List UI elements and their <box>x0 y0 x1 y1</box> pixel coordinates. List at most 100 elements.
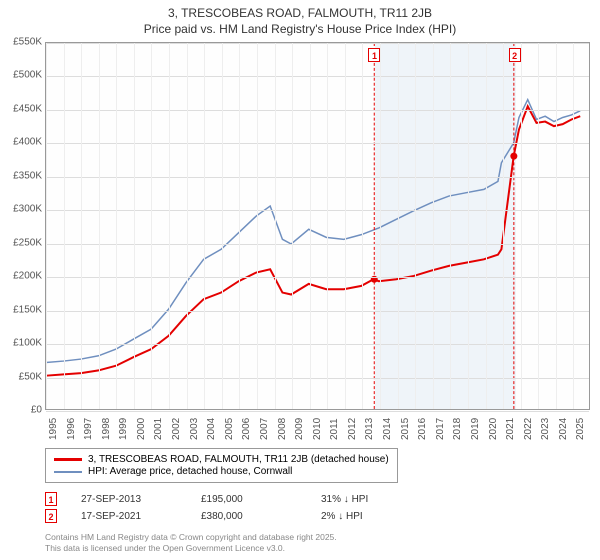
legend-swatch <box>54 471 82 473</box>
chart-container: 3, TRESCOBEAS ROAD, FALMOUTH, TR11 2JB P… <box>0 0 600 560</box>
gridline-v <box>415 43 416 409</box>
x-axis-label: 2009 <box>294 418 305 440</box>
gridline-v <box>81 43 82 409</box>
gridline-h <box>46 344 589 345</box>
sale-marker-badge: 2 <box>509 48 521 62</box>
gridline-v <box>239 43 240 409</box>
legend-label: 3, TRESCOBEAS ROAD, FALMOUTH, TR11 2JB (… <box>88 454 389 465</box>
gridline-v <box>468 43 469 409</box>
gridline-v <box>398 43 399 409</box>
gridline-v <box>433 43 434 409</box>
sales-price: £195,000 <box>201 494 321 505</box>
gridline-v <box>169 43 170 409</box>
footer: Contains HM Land Registry data © Crown c… <box>45 532 337 554</box>
x-axis-label: 2024 <box>558 418 569 440</box>
gridline-h <box>46 378 589 379</box>
gridline-v <box>116 43 117 409</box>
sales-row: 2 17-SEP-2021£380,0002% ↓ HPI <box>45 509 441 523</box>
y-axis-label: £350K <box>2 170 42 181</box>
gridline-v <box>573 43 574 409</box>
gridline-h <box>46 177 589 178</box>
y-axis-label: £500K <box>2 70 42 81</box>
x-axis-label: 2019 <box>470 418 481 440</box>
gridline-v <box>503 43 504 409</box>
sales-price: £380,000 <box>201 511 321 522</box>
y-axis-label: £0 <box>2 405 42 416</box>
plot-area <box>45 42 590 410</box>
gridline-v <box>486 43 487 409</box>
gridline-v <box>310 43 311 409</box>
series-hpi <box>46 100 580 363</box>
x-axis-label: 2012 <box>347 418 358 440</box>
x-axis-label: 2003 <box>189 418 200 440</box>
gridline-v <box>99 43 100 409</box>
x-axis-label: 2022 <box>523 418 534 440</box>
x-axis-label: 2006 <box>241 418 252 440</box>
x-axis-label: 2011 <box>329 418 340 440</box>
series-price_paid <box>46 106 580 375</box>
gridline-v <box>204 43 205 409</box>
gridline-v <box>292 43 293 409</box>
x-axis-label: 1996 <box>66 418 77 440</box>
gridline-h <box>46 143 589 144</box>
gridline-h <box>46 311 589 312</box>
x-axis-label: 2017 <box>435 418 446 440</box>
x-axis-label: 2020 <box>488 418 499 440</box>
x-axis-label: 2016 <box>417 418 428 440</box>
gridline-v <box>380 43 381 409</box>
gridline-v <box>450 43 451 409</box>
x-axis-label: 2001 <box>153 418 164 440</box>
gridline-v <box>64 43 65 409</box>
legend-label: HPI: Average price, detached house, Corn… <box>88 466 292 477</box>
gridline-v <box>257 43 258 409</box>
legend-item: HPI: Average price, detached house, Corn… <box>54 466 389 477</box>
gridline-v <box>327 43 328 409</box>
gridline-v <box>556 43 557 409</box>
gridline-v <box>345 43 346 409</box>
y-axis-label: £100K <box>2 338 42 349</box>
gridline-h <box>46 43 589 44</box>
gridline-v <box>222 43 223 409</box>
gridline-h <box>46 244 589 245</box>
footer-line-1: Contains HM Land Registry data © Crown c… <box>45 532 337 543</box>
legend: 3, TRESCOBEAS ROAD, FALMOUTH, TR11 2JB (… <box>45 448 398 483</box>
y-axis-label: £550K <box>2 37 42 48</box>
y-axis-label: £300K <box>2 204 42 215</box>
y-axis-label: £150K <box>2 304 42 315</box>
x-axis-label: 2014 <box>382 418 393 440</box>
x-axis-label: 2002 <box>171 418 182 440</box>
sales-row-marker: 2 <box>45 509 57 523</box>
y-axis-label: £50K <box>2 371 42 382</box>
x-axis-label: 2010 <box>312 418 323 440</box>
gridline-h <box>46 210 589 211</box>
sale-marker-badge: 1 <box>368 48 380 62</box>
legend-swatch <box>54 458 82 461</box>
title-line-2: Price paid vs. HM Land Registry's House … <box>0 22 600 36</box>
x-axis-label: 2005 <box>224 418 235 440</box>
x-axis-label: 2018 <box>452 418 463 440</box>
gridline-h <box>46 76 589 77</box>
x-axis-label: 1999 <box>118 418 129 440</box>
y-axis-label: £400K <box>2 137 42 148</box>
gridline-h <box>46 110 589 111</box>
sales-row: 127-SEP-2013£195,00031% ↓ HPI <box>45 492 441 506</box>
x-axis-label: 2023 <box>540 418 551 440</box>
y-axis-label: £200K <box>2 271 42 282</box>
x-axis-label: 2000 <box>136 418 147 440</box>
sales-date: 17-SEP-2021 <box>81 511 201 522</box>
x-axis-label: 2007 <box>259 418 270 440</box>
y-axis-label: £250K <box>2 237 42 248</box>
gridline-v <box>187 43 188 409</box>
gridline-h <box>46 411 589 412</box>
x-axis-label: 2013 <box>364 418 375 440</box>
sales-delta: 2% ↓ HPI <box>321 511 441 522</box>
x-axis-label: 2004 <box>206 418 217 440</box>
footer-line-2: This data is licensed under the Open Gov… <box>45 543 337 554</box>
gridline-h <box>46 277 589 278</box>
sale-marker-dot <box>510 153 517 160</box>
legend-item: 3, TRESCOBEAS ROAD, FALMOUTH, TR11 2JB (… <box>54 454 389 465</box>
gridline-v <box>275 43 276 409</box>
y-axis-label: £450K <box>2 103 42 114</box>
x-axis-label: 2008 <box>277 418 288 440</box>
gridline-v <box>151 43 152 409</box>
